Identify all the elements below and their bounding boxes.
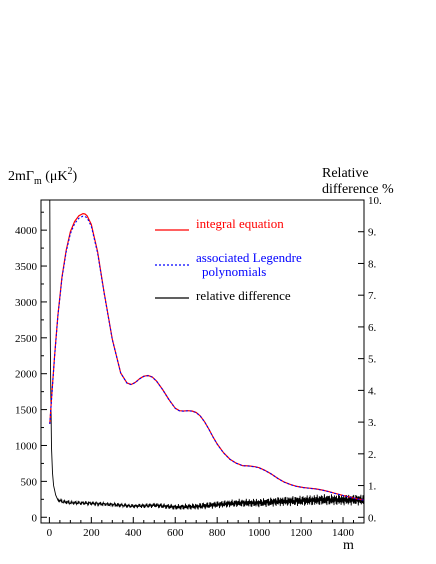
left-axis-title-close: ): [73, 169, 78, 184]
left-axis-title: 2mΓm (μK2): [8, 166, 78, 187]
right-axis-title-line2: difference %: [322, 182, 394, 197]
right-axis-title-line1: Relative: [322, 166, 369, 181]
left-axis-title-sub: m: [34, 176, 42, 187]
y-right-tick-label: 9.: [368, 227, 377, 239]
y-left-tick-label: 1500: [15, 405, 38, 417]
legend-label-associated-legendre: associated Legendre polynomials: [196, 250, 305, 279]
x-tick-label: 800: [209, 527, 226, 539]
y-left-tick-label: 4000: [15, 225, 38, 237]
left-axis-title-sup: 2: [68, 166, 73, 177]
x-tick-label: 0: [47, 527, 53, 539]
plot-frame: [40, 199, 365, 524]
y-right-tick-label: 8.: [368, 258, 377, 270]
y-right-tick-label: 0.: [368, 512, 377, 524]
y-left-tick-label: 2500: [15, 333, 38, 345]
x-tick-label: 1000: [248, 527, 271, 539]
legend-label-associated-legendre-line2: polynomials: [202, 264, 266, 279]
legend-label-relative-difference: relative difference: [196, 288, 291, 303]
x-tick-label: 200: [83, 527, 100, 539]
y-left-tick-label: 1000: [15, 440, 38, 452]
y-right-tick-label: 1.: [368, 481, 377, 493]
legend: integral equation associated Legendre po…: [155, 216, 305, 303]
y-left-tick-label: 3500: [15, 261, 38, 273]
series-line-relative-difference: [49, 200, 364, 510]
y-left-tick-label: 2000: [15, 369, 38, 381]
x-tick-label: 400: [125, 527, 142, 539]
x-tick-label: 1200: [290, 527, 313, 539]
y-right-tick-label: 2.: [368, 449, 377, 461]
y-right-tick-label: 5.: [368, 354, 377, 366]
left-axis-title-main: 2mΓ: [8, 169, 34, 184]
left-axis-title-unit: (μK: [42, 169, 68, 184]
ticks-layer: 0 200 400 600 800 1000 1200 1400 0 500 1000 1500 200…: [15, 195, 382, 539]
x-tick-label: 1400: [332, 527, 355, 539]
x-axis-title: m: [343, 538, 354, 553]
plot-layer: [49, 200, 364, 510]
x-tick-label: 600: [167, 527, 184, 539]
legend-label-integral-equation: integral equation: [196, 216, 284, 231]
series-line-integral-equation: [49, 213, 364, 501]
legend-label-associated-legendre-text: associated Legendre: [196, 250, 302, 265]
y-right-tick-label: 3.: [368, 417, 377, 429]
y-right-tick-label: 10.: [368, 195, 382, 207]
y-right-tick-label: 4.: [368, 385, 377, 397]
y-left-tick-label: 0: [32, 512, 38, 524]
y-left-tick-label: 3000: [15, 297, 38, 309]
y-left-tick-label: 500: [21, 476, 38, 488]
y-right-tick-label: 6.: [368, 322, 377, 334]
y-right-tick-label: 7.: [368, 290, 377, 302]
